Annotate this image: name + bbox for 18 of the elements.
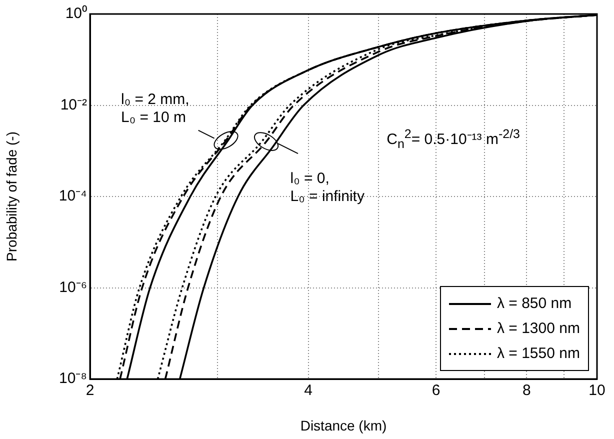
y-tick-label: 10⁻⁶ bbox=[59, 278, 87, 296]
x-tick-label: 2 bbox=[86, 382, 94, 400]
y-tick-label: 10⁻⁴ bbox=[58, 188, 87, 205]
x-tick-label: 6 bbox=[432, 382, 440, 400]
legend-label: λ = 1550 nm bbox=[497, 345, 580, 362]
annotation: l₀ = 2 mm, L₀ = 10 m bbox=[121, 91, 190, 128]
annotation: l₀ = 0, L₀ = infinity bbox=[290, 170, 364, 206]
y-axis-title: Probability of fade (-) bbox=[3, 132, 20, 262]
x-tick-label: 10 bbox=[588, 382, 606, 400]
y-tick-label: 10⁻⁸ bbox=[58, 370, 87, 388]
legend-label: λ = 850 nm bbox=[497, 295, 572, 312]
annotation: C$_{n}$$^{2}$= 0.5·10⁻¹³ m$^{-2/3}$ bbox=[386, 126, 520, 154]
y-tick-label: 10⁰ bbox=[65, 5, 87, 22]
y-tick-label: 10⁻² bbox=[60, 96, 87, 114]
x-tick-label: 8 bbox=[522, 382, 531, 400]
legend-label: λ = 1300 nm bbox=[497, 320, 580, 337]
x-tick-label: 4 bbox=[304, 382, 313, 400]
x-axis-title: Distance (km) bbox=[300, 417, 387, 434]
